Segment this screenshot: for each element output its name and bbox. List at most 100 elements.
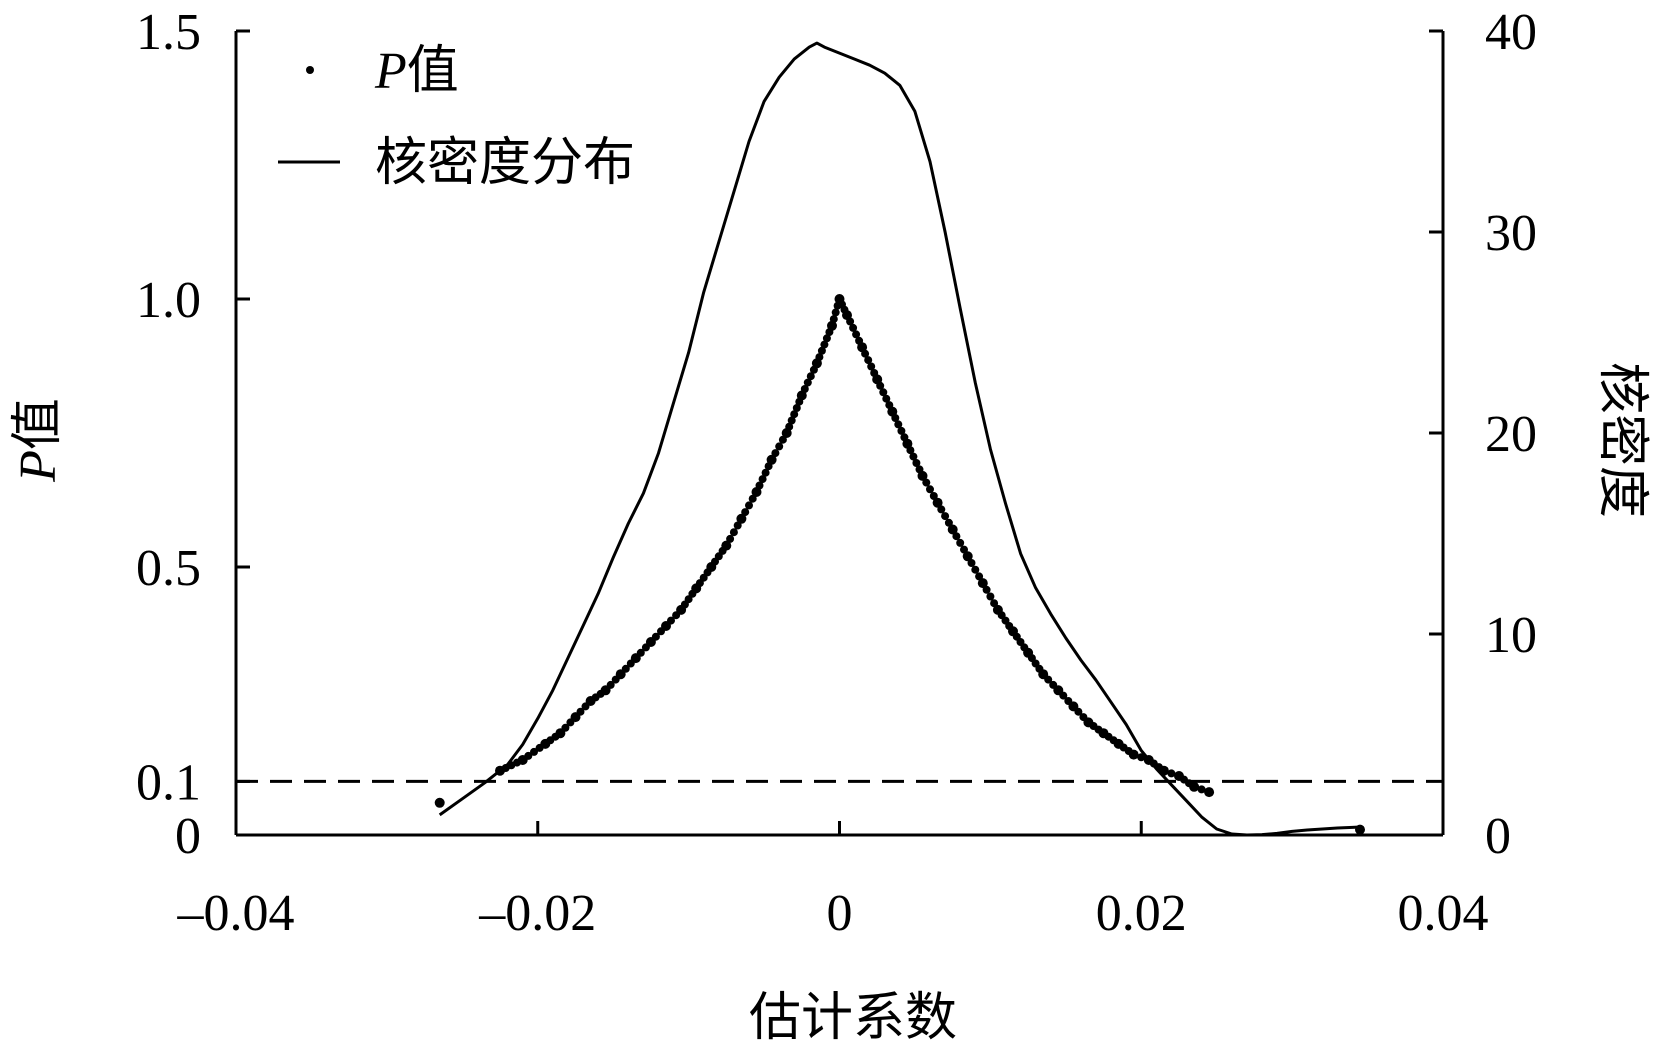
pvalue-point-fill — [1167, 769, 1176, 778]
x-tick-label: 0.02 — [1096, 885, 1187, 942]
pvalue-point-fill — [876, 381, 885, 390]
pvalue-point-fill — [785, 422, 794, 431]
pvalue-point-fill — [792, 404, 801, 412]
legend-label-pvalue: P值 — [374, 41, 459, 101]
pvalue-point-fill — [651, 632, 660, 641]
pvalue-point-fill — [906, 446, 915, 455]
pvalue-point — [947, 524, 958, 535]
pvalue-point-fill — [912, 459, 921, 467]
legend-label-kde: 核密度分布 — [375, 133, 635, 193]
pvalue-point — [962, 551, 973, 562]
pvalue-point-fill — [667, 616, 675, 625]
pvalue-point-fill — [815, 353, 824, 362]
pvalue-point — [766, 454, 777, 465]
pvalue-point-fill — [790, 410, 799, 419]
y-axis-left-title: P值 — [8, 398, 68, 483]
pvalue-point — [1189, 781, 1200, 792]
pvalue-point-fill — [778, 435, 787, 444]
pvalue-point-fill — [755, 481, 764, 490]
pvalue-point-fill — [806, 372, 815, 381]
y-left-tick-label: 1.5 — [136, 4, 201, 61]
pvalue-point-fill — [800, 385, 809, 393]
pvalue-point — [796, 390, 807, 401]
pvalue-point-fill — [1074, 707, 1083, 716]
x-tick-label: 0 — [827, 885, 853, 942]
pvalue-point — [751, 487, 762, 497]
y-axis-right-title: 核密度 — [1592, 362, 1652, 518]
x-tick-label: 0.04 — [1398, 885, 1489, 942]
pvalue-point-fill — [944, 518, 953, 527]
pvalue-point-fill — [820, 340, 829, 349]
pvalue-point — [1128, 749, 1139, 760]
pvalue-point — [857, 342, 868, 353]
y-left-tick-label: 0 — [175, 808, 201, 865]
pvalue-point-fill — [952, 532, 961, 541]
pvalue-point-fill — [829, 315, 838, 324]
legend: P值 核密度分布 — [278, 41, 635, 193]
pvalue-point-fill — [1197, 785, 1206, 794]
pvalue-point-fill — [831, 308, 840, 317]
pvalue-point-fill — [929, 492, 938, 500]
pvalue-point-fill — [621, 664, 630, 673]
y-right-tick-label: 30 — [1485, 205, 1537, 262]
y-right-tick-label: 20 — [1485, 406, 1537, 463]
pvalue-point-fill — [606, 680, 615, 689]
y-left-tick-label: 1.0 — [136, 272, 201, 329]
pvalue-point-fill — [729, 528, 738, 537]
pvalue-point — [977, 578, 988, 589]
pvalue-point-fill — [879, 388, 888, 397]
pvalue-point-fill — [849, 323, 858, 332]
series-pvalue-points — [434, 294, 1365, 835]
pvalue-point-fill — [967, 559, 976, 567]
pvalue-point-fill — [1044, 675, 1053, 684]
pvalue-point-fill — [726, 534, 735, 543]
pvalue-point-fill — [530, 747, 538, 756]
pvalue-point-fill — [882, 394, 891, 403]
pvalue-point — [1204, 787, 1215, 798]
pvalue-point-fill — [861, 349, 870, 358]
pvalue-point — [827, 320, 837, 331]
y-right-tick-label: 40 — [1485, 4, 1537, 61]
x-tick-label: –0.02 — [478, 885, 596, 942]
pvalue-point-fill — [986, 592, 995, 601]
pvalue-point-fill — [894, 420, 903, 429]
legend-dot-symbol — [306, 66, 314, 74]
pvalue-point-fill — [817, 346, 826, 355]
pvalue-point-fill — [787, 416, 796, 425]
pvalue-point-fill — [636, 648, 645, 657]
pvalue-point — [932, 497, 943, 508]
pvalue-point — [917, 470, 928, 481]
pvalue-point-fill — [922, 478, 931, 487]
pvalue-point — [902, 438, 913, 449]
pvalue-point-fill — [1059, 691, 1068, 700]
pvalue-point — [721, 540, 732, 551]
pvalue-point-fill — [937, 505, 946, 514]
y-left-tick-label: 0.1 — [136, 754, 201, 811]
pvalue-point-fill — [852, 330, 861, 339]
pvalue-point-fill — [748, 494, 757, 503]
pvalue-point-fill — [897, 426, 906, 435]
y-right-tick-label: 10 — [1485, 607, 1537, 664]
pvalue-point-fill — [891, 414, 900, 422]
pvalue-point-fill — [524, 751, 533, 760]
pvalue-point-fill — [761, 468, 770, 477]
series-kde-line — [438, 41, 1361, 837]
pvalue-point-fill — [846, 317, 855, 326]
pvalue-point-fill — [576, 707, 585, 716]
pvalue-point-fill — [990, 599, 999, 608]
pvalue-point-fill — [771, 449, 780, 458]
pvalue-point-fill — [822, 334, 831, 343]
pvalue-point-fill — [864, 356, 873, 365]
y-right-tick-label: 0 — [1485, 808, 1511, 865]
pvalue-point — [434, 797, 445, 808]
pvalue-point-fill — [741, 508, 750, 517]
pvalue-point-fill — [926, 485, 934, 494]
pvalue-point — [736, 513, 747, 524]
pvalue-point-fill — [909, 452, 918, 461]
y-left-tick-label: 0.5 — [136, 540, 201, 597]
pvalue-point-fill — [758, 475, 767, 484]
pvalue-point-fill — [956, 538, 965, 547]
pvalue-point-fill — [803, 378, 812, 387]
pvalue-point-fill — [971, 565, 980, 574]
